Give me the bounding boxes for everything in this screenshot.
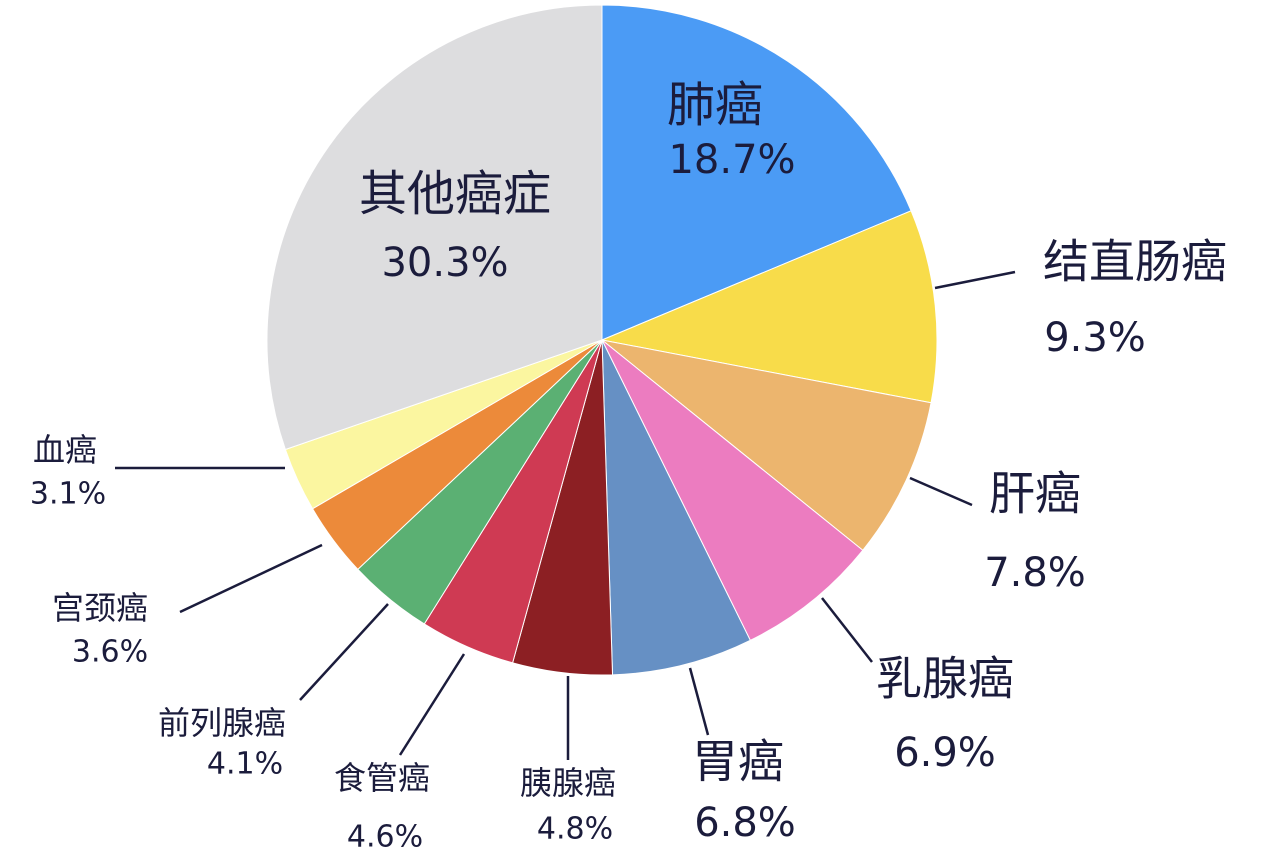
slice-value-label: 9.3% [1044,315,1146,361]
slice-value-label: 3.1% [30,477,106,512]
leader-line [934,270,1016,290]
slice-value-label: 7.8% [984,550,1086,596]
slice-label: 食管癌 [334,759,430,797]
pie-slice [266,4,603,451]
slice-value-label: 3.6% [72,635,148,670]
slice-label: 胰腺癌 [520,764,616,802]
slice-label: 结直肠癌 [1043,235,1227,289]
slice-label: 肝癌 [989,467,1081,521]
pie-slice [601,339,751,676]
slice-label: 其他癌症 [359,166,551,222]
pie-slice [600,210,938,404]
slice-value-label: 4.6% [347,820,423,855]
pie-slice [601,339,932,551]
pie-slice [601,339,864,642]
slice-value-label: 4.8% [537,812,613,847]
pie-slice [601,4,912,341]
slice-value-label: 6.9% [894,730,996,776]
leader-line [821,597,873,663]
slice-label: 宫颈癌 [52,589,148,627]
leader-line [179,543,323,614]
slice-value-label: 6.8% [694,800,796,846]
slice-value-label: 4.1% [207,747,283,782]
leader-line [909,476,973,507]
slice-label: 血癌 [33,431,97,469]
leader-line [398,653,466,756]
slice-label: 乳腺癌 [876,652,1014,706]
leader-line [688,667,710,736]
slice-value-label: 30.3% [381,240,508,286]
slice-label: 前列腺癌 [158,704,286,742]
slice-label: 胃癌 [692,735,784,789]
leader-line [299,603,389,701]
slice-value-label: 18.7% [668,137,795,183]
slice-label: 肺癌 [667,77,763,133]
